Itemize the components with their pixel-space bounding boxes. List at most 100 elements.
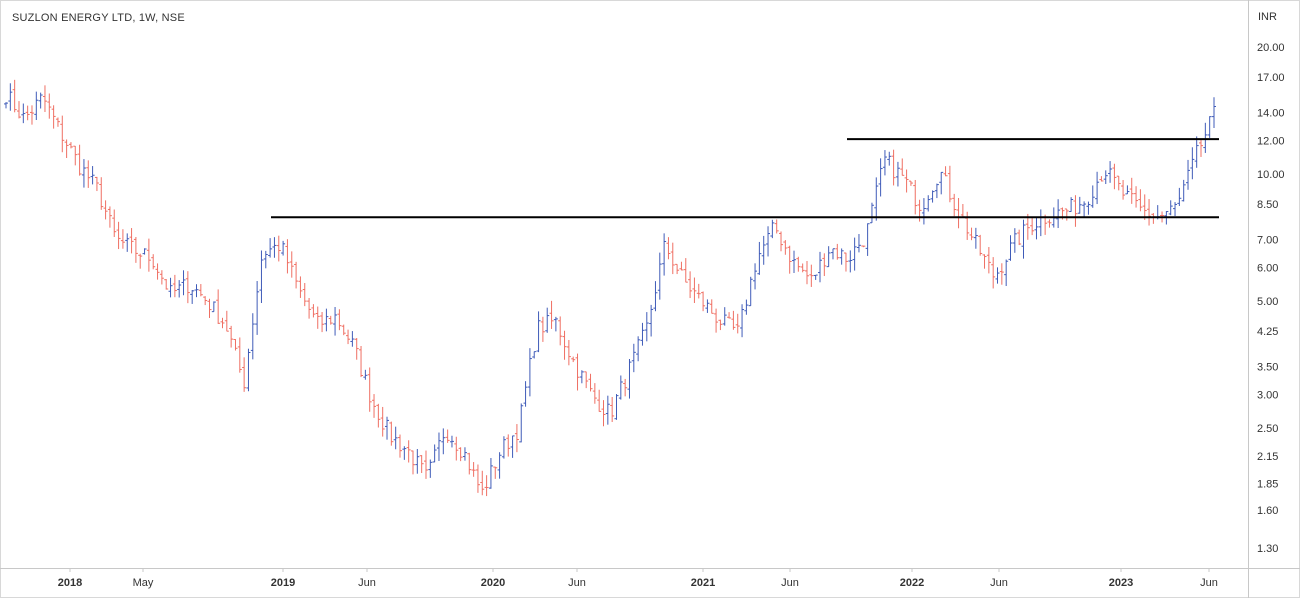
ohlc-bar (237, 337, 242, 373)
horizontal-levels (271, 138, 1219, 219)
ohlc-bar (346, 329, 351, 345)
price-tick-label: 8.50 (1257, 199, 1278, 211)
ohlc-bar (42, 85, 47, 113)
ohlc-bar (398, 434, 403, 458)
price-tick-label: 7.00 (1257, 234, 1278, 246)
price-tick-label: 2.15 (1257, 451, 1278, 463)
ohlc-bar (51, 105, 56, 129)
ohlc-bar (497, 452, 502, 479)
ohlc-bar (436, 432, 441, 462)
ohlc-bar (151, 254, 156, 270)
ohlc-bar (272, 237, 277, 258)
ohlc-bar (1099, 176, 1104, 182)
ohlc-bar (891, 149, 896, 186)
ohlc-bar (263, 250, 268, 269)
ohlc-bar (882, 150, 887, 176)
ohlc-bar (320, 311, 325, 333)
price-tick-label: 3.50 (1257, 361, 1278, 373)
ohlc-bar (605, 395, 610, 425)
ohlc-bar (155, 263, 160, 280)
ohlc-bar (1021, 219, 1026, 259)
ohlc-bar (337, 309, 342, 331)
ohlc-bar (675, 263, 680, 275)
ohlc-bar (181, 270, 186, 296)
ohlc-bar (887, 151, 892, 166)
ohlc-bar (16, 101, 21, 119)
ohlc-bar (298, 276, 303, 298)
ohlc-bar (514, 424, 519, 453)
ohlc-bar (454, 436, 459, 461)
ohlc-bar (1173, 202, 1178, 217)
ohlc-bar (393, 426, 398, 450)
time-axis[interactable]: 2018 May 2019 Jun 2020 Jun 2021 Jun 2022 Jun 2023 J… (58, 568, 1218, 589)
ohlc-bar (701, 291, 706, 312)
price-tick-label: 1.60 (1257, 505, 1278, 517)
ohlc-bar (302, 283, 307, 307)
price-tick-label: 20.00 (1257, 42, 1285, 54)
ohlc-bar (1017, 229, 1022, 246)
ohlc-bar (333, 307, 338, 336)
ohlc-bar (597, 389, 602, 412)
ohlc-bar (415, 448, 420, 474)
ohlc-bar (553, 316, 558, 332)
ohlc-bar (779, 231, 784, 252)
ohlc-bar (1116, 175, 1121, 191)
ohlc-bar (1073, 195, 1078, 227)
ohlc-bar (220, 317, 225, 329)
ohlc-bar (1012, 228, 1017, 253)
ohlc-bar (1138, 189, 1143, 212)
ohlc-bar (1095, 171, 1100, 205)
ohlc-bar (480, 470, 485, 496)
ohlc-bar (467, 452, 472, 475)
ohlc-bar (510, 435, 515, 458)
chart-title: SUZLON ENERGY LTD, 1W, NSE (12, 12, 185, 24)
ohlc-bar (60, 115, 65, 153)
ohlc-bar (735, 313, 740, 334)
ohlc-bar (229, 325, 234, 348)
ohlc-bar (839, 248, 844, 265)
ohlc-bar (1121, 180, 1126, 200)
ohlc-bar (934, 183, 939, 199)
ohlc-bar (198, 284, 203, 297)
ohlc-bar (77, 144, 82, 176)
price-axis[interactable]: 20.00 17.00 14.00 12.00 10.00 8.50 7.00 6.00 5.0… (1257, 42, 1285, 555)
ohlc-bar (68, 142, 73, 149)
ohlc-bar (566, 340, 571, 366)
ohlc-bar (259, 250, 264, 303)
ohlc-bar (341, 324, 346, 336)
ohlc-bar (1069, 197, 1074, 213)
price-tick-label: 12.00 (1257, 136, 1285, 148)
price-tick-label: 17.00 (1257, 72, 1285, 84)
time-tick-label: 2020 (481, 577, 505, 589)
ohlc-bar (978, 234, 983, 256)
ohlc-bar (8, 83, 13, 111)
ohlc-bar (1129, 177, 1134, 204)
ohlc-bar (428, 459, 433, 478)
ohlc-bar (25, 105, 30, 121)
ohlc-bar (402, 446, 407, 460)
ohlc-bar (159, 270, 164, 285)
ohlc-bar (731, 310, 736, 330)
ohlc-bar (835, 243, 840, 260)
price-tick-label: 4.25 (1257, 326, 1278, 338)
ohlc-bar (805, 261, 810, 285)
ohlc-bar (783, 240, 788, 255)
ohlc-bar (64, 139, 69, 159)
ohlc-bar (688, 271, 693, 299)
ohlc-bar (1125, 185, 1130, 195)
ohlc-bar (406, 440, 411, 463)
ohlc-bar (268, 238, 273, 258)
ohlc-bar (1186, 159, 1191, 190)
ohlc-bar (679, 261, 684, 271)
ohlc-bar (12, 79, 17, 113)
ohlc-bar (571, 356, 576, 363)
ohlc-bar (1064, 208, 1069, 221)
ohlc-bar (493, 466, 498, 479)
ohlc-bar (372, 394, 377, 418)
time-tick-label: Jun (358, 577, 376, 589)
ohlc-bar (172, 274, 177, 298)
ohlc-bar (376, 403, 381, 428)
ohlc-bar (999, 263, 1004, 285)
ohlc-bar (584, 371, 589, 389)
